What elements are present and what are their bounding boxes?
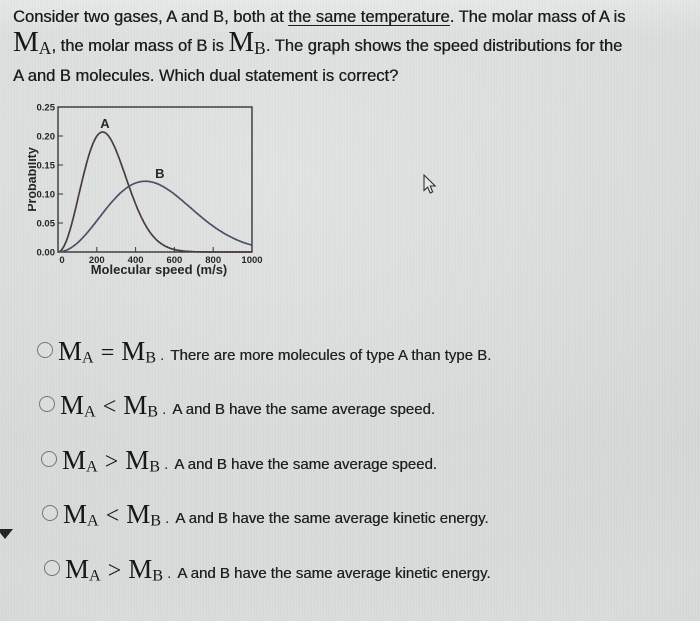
option-1-math: MA = MB: [58, 336, 157, 367]
option-5-period: .: [167, 565, 172, 582]
mouse-cursor-icon: [423, 174, 437, 194]
option-row-5[interactable]: MA > MB. A and B have the same average kine…: [44, 554, 491, 585]
x-tick-label: 1000: [241, 255, 262, 266]
math-symbol-MB: MB: [228, 26, 266, 58]
option-2-math: MA < MB: [60, 390, 159, 421]
y-tick-label: 0.00: [37, 248, 56, 259]
question-line-1: Consider two gases, A and B, both at the…: [13, 4, 625, 30]
curve-label-B: B: [155, 166, 164, 181]
x-tick-label: 0: [59, 255, 64, 266]
option-row-4[interactable]: MA < MB. A and B have the same average kine…: [42, 499, 489, 530]
less-than-operator: <: [102, 394, 117, 420]
option-2-text: A and B have the same average speed.: [172, 401, 435, 418]
equals-operator: =: [100, 340, 115, 366]
option-3-math: MA > MB: [62, 445, 161, 476]
option-3-period: .: [164, 456, 169, 473]
question-line1-post: . The molar mass of A is: [449, 8, 626, 26]
greater-than-operator: >: [107, 558, 122, 584]
question-line-3: A and B molecules. Which dual statement …: [13, 67, 399, 85]
y-tick-label: 0.05: [37, 219, 56, 230]
y-tick-label: 0.15: [37, 161, 56, 172]
question-line2-post: . The graph shows the speed distribution…: [265, 37, 623, 55]
option-5-text: A and B have the same average kinetic en…: [177, 565, 491, 582]
question-line1-pre: Consider two gases, A and B, both at: [13, 8, 289, 26]
option-4-math: MA < MB: [63, 499, 162, 530]
option-5-math: MA > MB: [65, 554, 164, 585]
plot-border: [57, 106, 253, 253]
left-edge-triangle-marker: [0, 529, 13, 539]
x-tick-label: 800: [205, 255, 221, 266]
question-line2-mid: , the molar mass of B is: [51, 37, 229, 55]
radio-option-3[interactable]: [41, 451, 57, 467]
option-1-period: .: [160, 347, 165, 364]
radio-option-4[interactable]: [42, 505, 58, 521]
option-2-period: .: [162, 401, 167, 418]
x-axis-title: Molecular speed (m/s): [91, 262, 228, 277]
curve-B: [57, 180, 253, 253]
y-tick-label: 0.20: [37, 132, 56, 143]
option-row-2[interactable]: MA < MB. A and B have the same average spee…: [39, 390, 435, 421]
underlined-phrase: the same temperature: [288, 8, 450, 26]
option-row-1[interactable]: MA = MB. There are more molecules of type A…: [37, 336, 491, 367]
option-4-period: .: [165, 510, 170, 527]
radio-option-2[interactable]: [39, 396, 55, 412]
curve-A: [57, 131, 252, 253]
option-row-3[interactable]: MA > MB. A and B have the same average spee…: [41, 445, 437, 476]
speed-distribution-chart: 0 200 400 600 800 1000 0.00 0.05 0.10 0.15 0.20 0.2…: [28, 103, 263, 278]
y-tick-label: 0.10: [37, 190, 56, 201]
greater-than-operator: >: [104, 449, 119, 475]
question-line-2: MA, the molar mass of B is MB. The graph…: [13, 28, 625, 63]
math-symbol-MA: MA: [13, 26, 52, 58]
less-than-operator: <: [105, 503, 120, 529]
curve-label-A: A: [100, 116, 110, 131]
y-axis-title: Probability: [28, 147, 39, 212]
x-tick-label: 600: [166, 255, 182, 266]
radio-option-1[interactable]: [37, 342, 53, 358]
option-4-text: A and B have the same average kinetic en…: [175, 510, 489, 527]
question-text: Consider two gases, A and B, both at the…: [13, 4, 625, 89]
option-3-text: A and B have the same average speed.: [174, 456, 437, 473]
x-tick-label: 200: [89, 255, 105, 266]
option-1-text: There are more molecules of type A than …: [170, 347, 492, 364]
y-tick-label: 0.25: [37, 103, 56, 114]
radio-option-5[interactable]: [44, 560, 60, 576]
x-tick-label: 400: [128, 255, 144, 266]
